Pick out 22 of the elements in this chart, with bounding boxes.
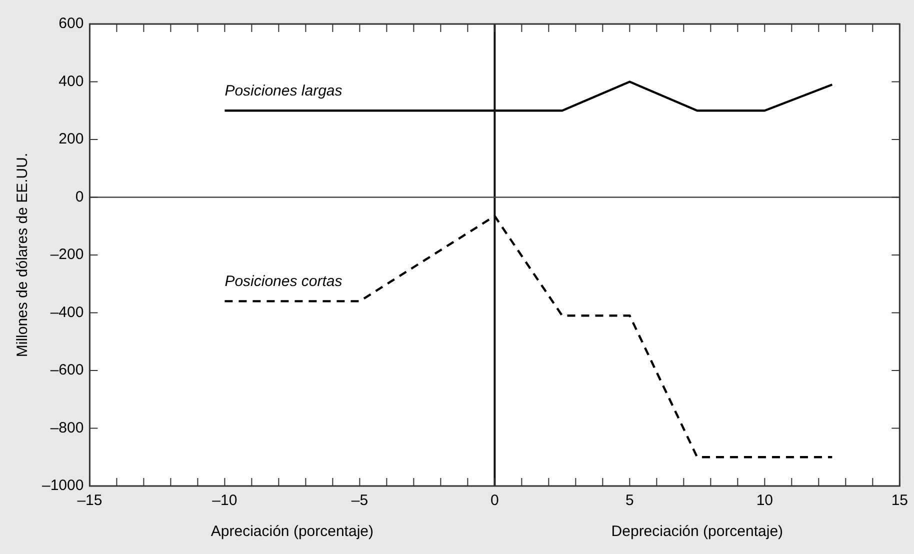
y-tick-label: 600 [58, 15, 84, 32]
y-tick-label: 400 [58, 72, 84, 90]
y-axis-title: Millones de dólares de EE.UU. [14, 152, 32, 358]
y-tick-label: –400 [50, 304, 84, 321]
line-series [224, 214, 834, 458]
series-label: Posiciones largas [224, 82, 343, 100]
x-tick-label: 15 [891, 492, 908, 510]
y-tick-label: –600 [50, 362, 84, 379]
x-tick-label: 0 [490, 492, 499, 510]
x-tick-label: –15 [77, 492, 102, 510]
y-tick-label: 200 [58, 130, 84, 148]
x-tick-label: 5 [626, 492, 634, 510]
series-label: Posiciones cortas [224, 272, 343, 290]
x-tick-label: –10 [212, 492, 238, 510]
y-tick-label: –200 [50, 246, 84, 264]
y-tick-label: –800 [50, 419, 84, 436]
text: Apreciación (porcentaje) [210, 523, 374, 540]
y-tick-label: –1000 [42, 477, 84, 494]
x-tick-label: –5 [351, 492, 368, 510]
y-tick-label: 0 [75, 188, 84, 206]
text: Depreciación (porcentaje) [611, 523, 784, 540]
x-tick-label: 10 [756, 492, 774, 510]
